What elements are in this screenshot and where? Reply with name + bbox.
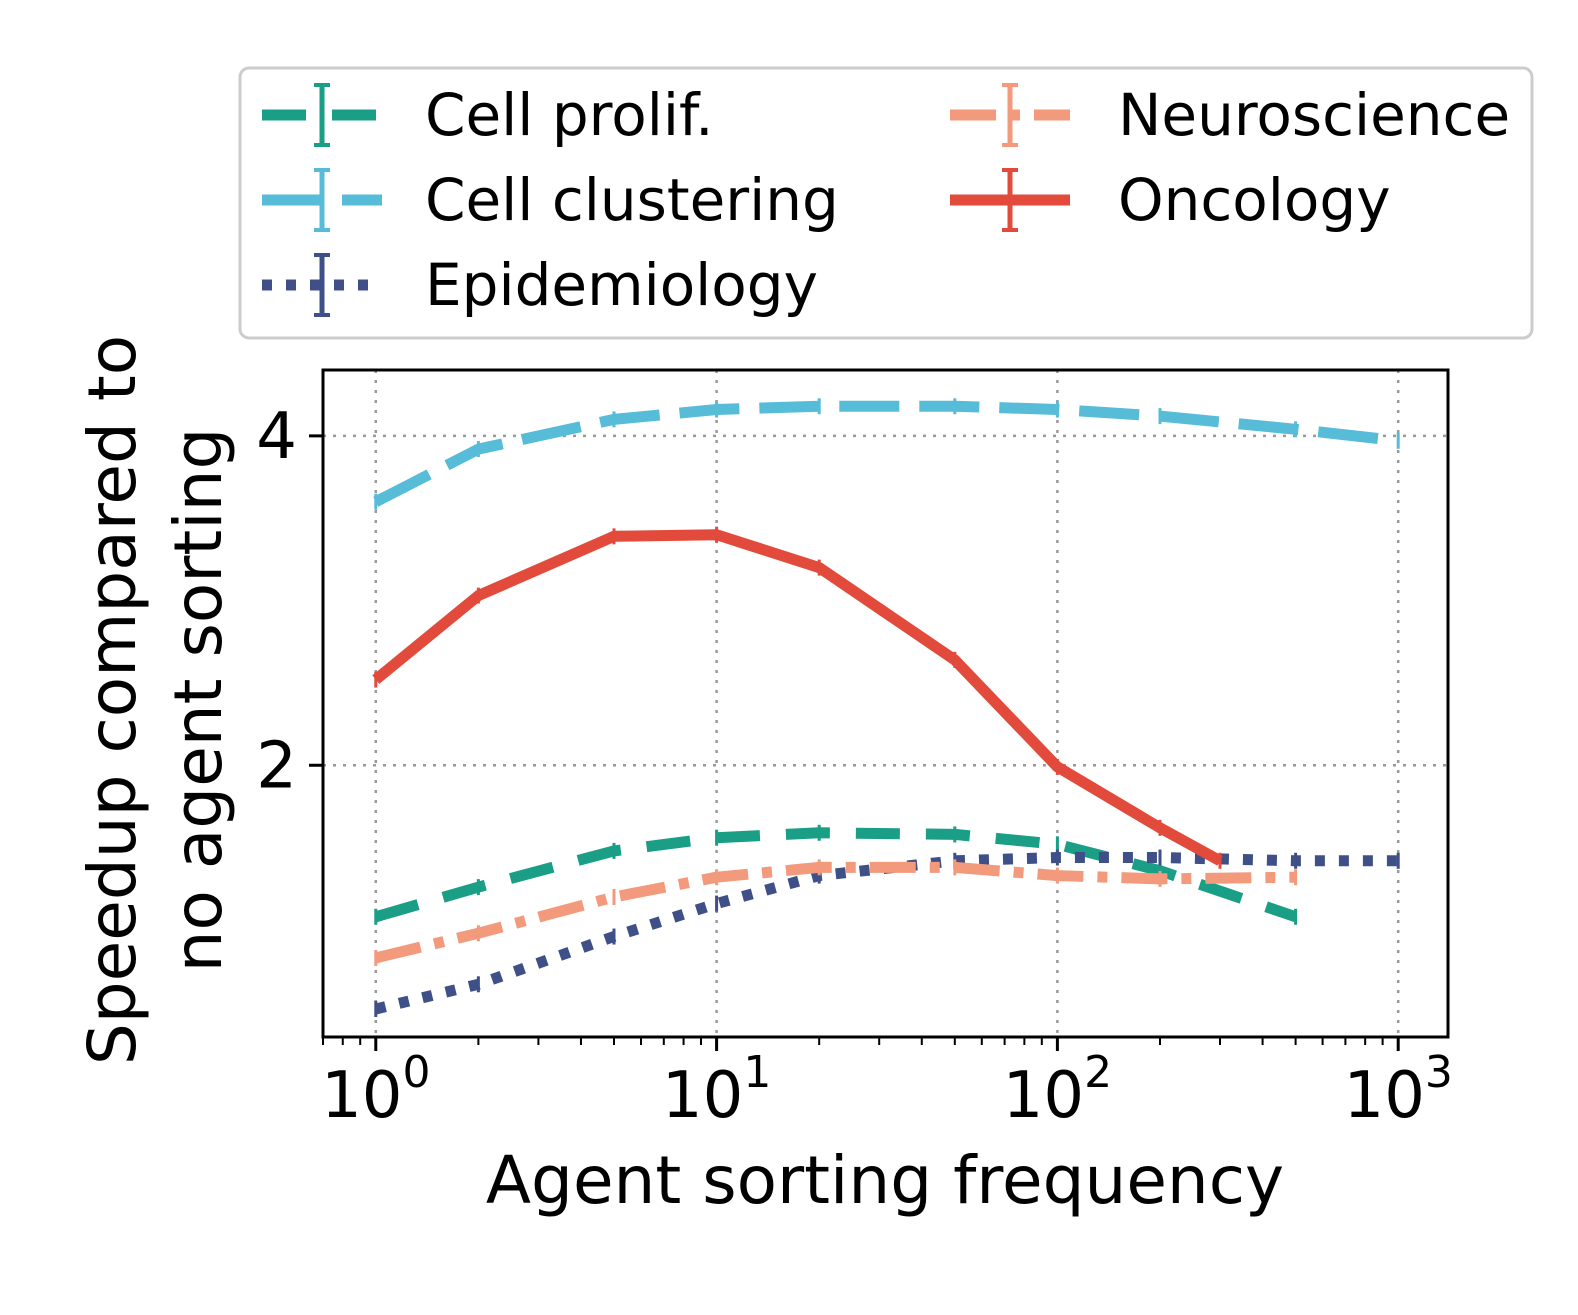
legend-label: Cell prolif. xyxy=(425,81,714,149)
x-tick-label-base: 10 xyxy=(321,1059,402,1133)
x-tick-label-base: 10 xyxy=(1003,1059,1084,1133)
x-tick-label-exponent: 3 xyxy=(1425,1047,1453,1098)
x-tick-label-exponent: 2 xyxy=(1084,1047,1112,1098)
x-axis: 100 101 102 103 xyxy=(321,1037,1453,1133)
y-tick-label: 2 xyxy=(256,729,297,803)
x-tick-label-exponent: 1 xyxy=(743,1047,771,1098)
legend-label: Oncology xyxy=(1118,166,1391,234)
legend-label: Cell clustering xyxy=(425,166,839,234)
x-tick-label-exponent: 0 xyxy=(403,1047,431,1098)
legend-item: Cell prolif. xyxy=(262,81,714,149)
legend-item: Neuroscience xyxy=(950,81,1510,149)
legend-item: Epidemiology xyxy=(262,251,818,319)
legend-item: Cell clustering xyxy=(262,166,839,234)
x-axis-label: Agent sorting frequency xyxy=(486,1142,1284,1219)
y-axis-label: Speedup compared to no agent sorting xyxy=(74,335,237,1065)
series-cell-clustering xyxy=(373,398,1400,510)
plot-frame xyxy=(321,368,1450,1039)
legend-frame xyxy=(238,66,1534,340)
x-tick-label: 103 xyxy=(1343,1047,1452,1133)
y-axis-label-line-2: no agent sorting xyxy=(160,428,237,973)
series-oncology xyxy=(372,526,1223,869)
y-tick-label: 4 xyxy=(256,400,297,474)
x-tick-label-base: 10 xyxy=(1343,1059,1424,1133)
x-tick-label: 100 xyxy=(321,1047,430,1133)
series-neuroscience xyxy=(374,859,1298,966)
series-lines xyxy=(372,398,1400,1018)
x-tick-label: 101 xyxy=(662,1047,771,1133)
legend-label: Epidemiology xyxy=(425,251,818,319)
x-tick-label-base: 10 xyxy=(662,1059,743,1133)
y-axis-label-line-1: Speedup compared to xyxy=(74,335,151,1065)
gridlines xyxy=(323,370,1448,1037)
legend-label: Neuroscience xyxy=(1118,81,1510,149)
y-axis: 24 xyxy=(256,400,323,803)
legend: Cell prolif. Cell clustering Epidemiology N… xyxy=(238,66,1534,340)
legend-item: Oncology xyxy=(950,166,1391,234)
x-tick-label: 102 xyxy=(1003,1047,1112,1133)
series-line xyxy=(373,400,1399,507)
